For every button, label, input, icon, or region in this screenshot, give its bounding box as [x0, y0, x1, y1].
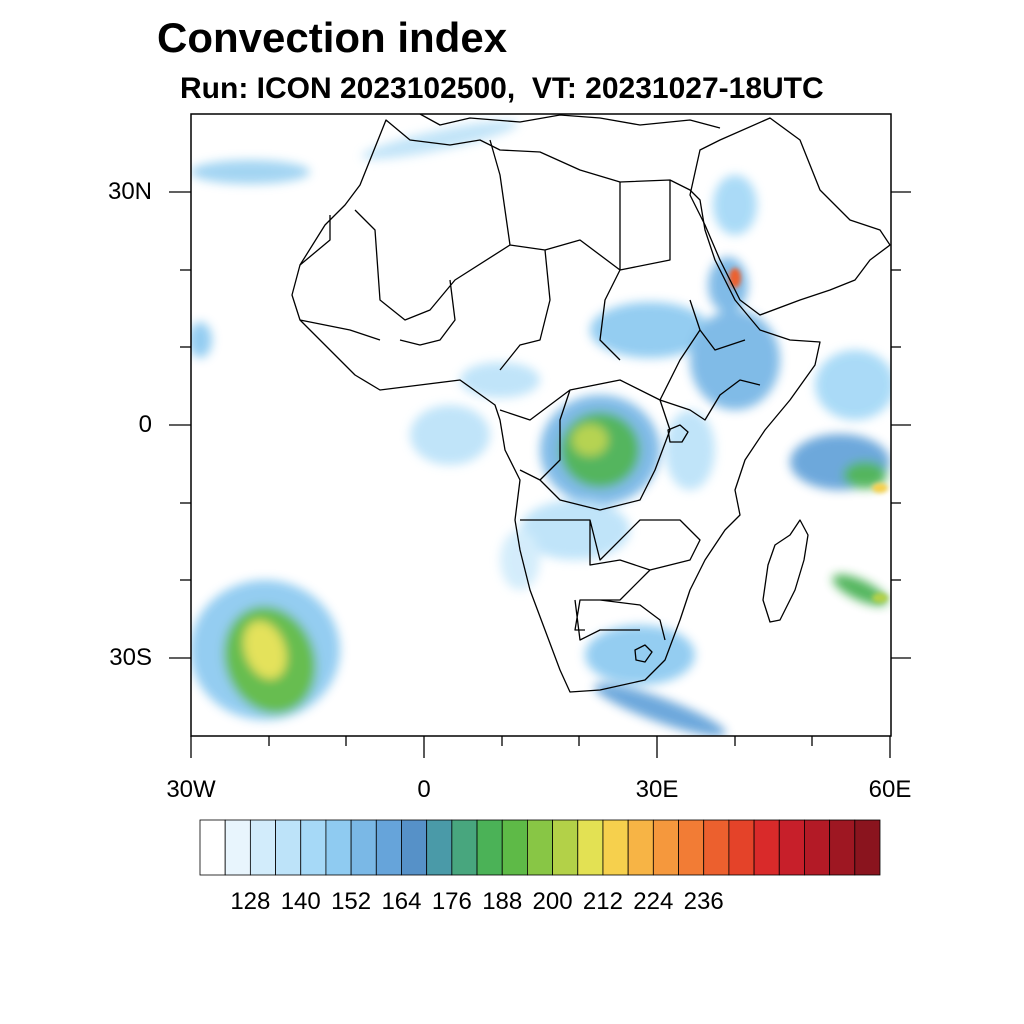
colorbar-swatch	[527, 819, 553, 876]
colorbar-swatch	[678, 819, 705, 876]
europe-coastline	[419, 114, 721, 129]
colorbar-swatch	[224, 819, 251, 876]
colorbar-swatch	[652, 819, 679, 876]
colorbar-label: 224	[633, 888, 674, 915]
shade-south-indian-peak	[872, 593, 888, 603]
colorbar-label: 236	[683, 888, 724, 915]
shade-ethiopia	[690, 310, 780, 410]
colorbar-swatch	[199, 819, 226, 876]
shade-arabia	[713, 175, 757, 235]
madagascar-coastline	[762, 519, 809, 623]
colorbar-swatch	[577, 819, 604, 876]
convection-shading	[191, 120, 891, 736]
chart-title: Convection index	[157, 14, 508, 61]
coastlines	[291, 114, 891, 693]
colorbar-swatch	[829, 819, 856, 876]
colorbar-swatch	[350, 819, 377, 876]
africa-coastline	[291, 119, 821, 693]
shade-namibia-coast	[500, 530, 540, 590]
borders-north	[299, 139, 671, 371]
shade-east-africa	[665, 410, 715, 490]
lat-label-0: 0	[138, 411, 152, 438]
colorbar-swatch	[753, 819, 780, 876]
colorbar-swatch	[476, 819, 503, 876]
tick-marks	[169, 191, 911, 758]
colorbar-swatch	[300, 819, 327, 876]
borders-central	[499, 299, 761, 511]
shade-somali-basin	[815, 350, 891, 420]
colorbar-label: 188	[482, 888, 523, 915]
shade-south-africa	[585, 625, 695, 685]
shade-indian-ocean-core	[843, 461, 887, 489]
colorbar-label: 128	[230, 888, 271, 915]
shade-med-band	[361, 120, 519, 160]
shade-sudan	[590, 302, 710, 358]
colorbar	[199, 819, 881, 876]
colorbar-swatch	[854, 819, 881, 876]
shade-south-coast	[594, 683, 726, 736]
colorbar-swatch	[375, 819, 402, 876]
lon-label-30e: 30E	[635, 776, 679, 803]
colorbar-swatch	[426, 819, 453, 876]
colorbar-swatch	[778, 819, 805, 876]
lat-label-30n: 30N	[107, 178, 152, 205]
shade-eritrea-peak	[729, 268, 741, 288]
colorbar-swatch	[703, 819, 730, 876]
lon-label-60e: 60E	[868, 776, 912, 803]
shade-angola	[520, 500, 630, 560]
chart-subtitle: Run: ICON 2023102500, VT: 20231027-18UTC	[180, 72, 824, 105]
shade-congo-peak	[572, 424, 608, 456]
colorbar-label: 164	[381, 888, 422, 915]
shade-indian-peak	[872, 483, 888, 493]
colorbar-label: 152	[331, 888, 372, 915]
colorbar-swatch	[627, 819, 654, 876]
lon-label-0: 0	[417, 776, 431, 803]
colorbar-swatch	[728, 819, 755, 876]
colorbar-label: 200	[532, 888, 573, 915]
shade-gulf-guinea	[410, 405, 490, 465]
lesotho-border	[634, 644, 653, 663]
colorbar-swatch	[552, 819, 579, 876]
colorbar-swatch	[501, 819, 528, 876]
colorbar-swatch	[804, 819, 831, 876]
arabia-coastline	[689, 117, 891, 316]
colorbar-swatch	[602, 819, 629, 876]
colorbar-swatch	[249, 819, 276, 876]
colorbar-label: 176	[431, 888, 472, 915]
lon-label-30w: 30W	[166, 776, 216, 803]
lat-label-30s: 30S	[109, 644, 152, 671]
colorbar-swatch	[401, 819, 428, 876]
colorbar-swatch	[275, 819, 302, 876]
shade-west-africa	[460, 362, 540, 398]
shade-nw-band	[191, 160, 310, 184]
borders-south	[520, 519, 701, 641]
colorbar-swatch	[325, 819, 352, 876]
shade-cape-verde	[191, 322, 212, 358]
lake-victoria	[667, 424, 689, 443]
colorbar-swatch	[451, 819, 478, 876]
colorbar-label: 140	[280, 888, 321, 915]
colorbar-label: 212	[582, 888, 623, 915]
shade-south-atlantic-peak	[243, 620, 287, 680]
